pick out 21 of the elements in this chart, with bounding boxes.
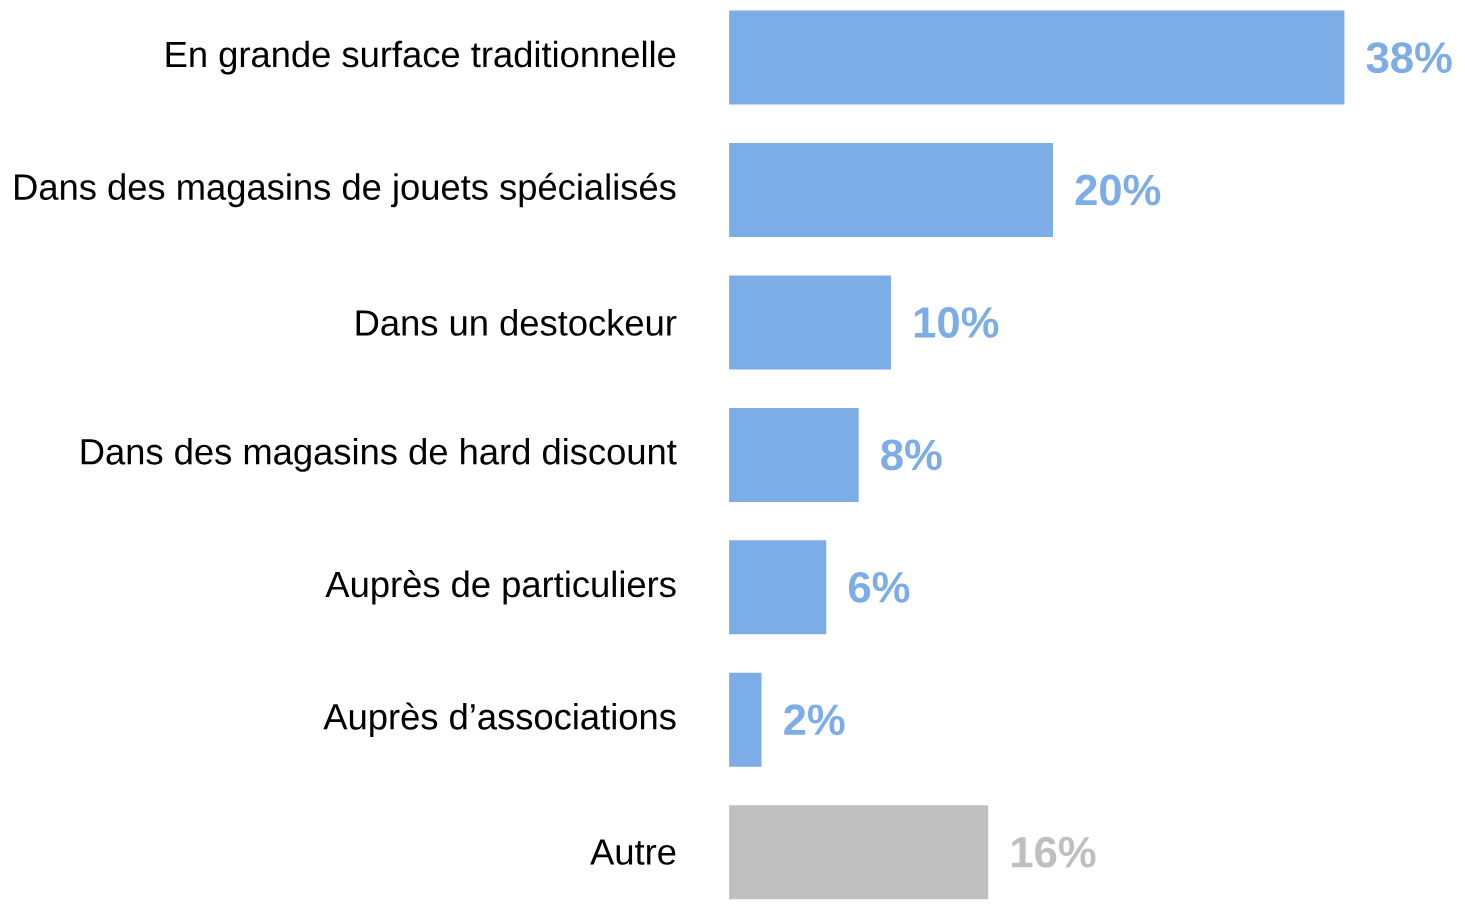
data-label: 20% [1075,174,1161,206]
y-tick-label: Auprès de particuliers [325,570,676,605]
bar [729,142,1053,237]
y-tick-label: Dans des magasins de hard discount [81,437,677,472]
data-label: 2% [784,704,845,736]
y-tick-label: Auprès d’associations [323,702,676,737]
y-tick-label: Dans un destockeur [356,309,677,336]
bar [729,540,827,635]
bar [729,672,762,767]
bar [729,407,859,502]
data-label: 6% [849,571,910,603]
data-label: 8% [881,439,942,471]
data-label: 38% [1366,42,1452,74]
bar [729,275,892,370]
bar [729,10,1345,105]
y-tick-label: Autre [590,839,676,865]
data-label: 16% [1012,836,1096,868]
data-label: 10% [914,306,999,338]
y-tick-label: En grande surface traditionnelle [166,40,676,75]
bar [729,805,989,900]
y-tick-label: Dans des magasins de jouets spécialisés [15,172,676,208]
